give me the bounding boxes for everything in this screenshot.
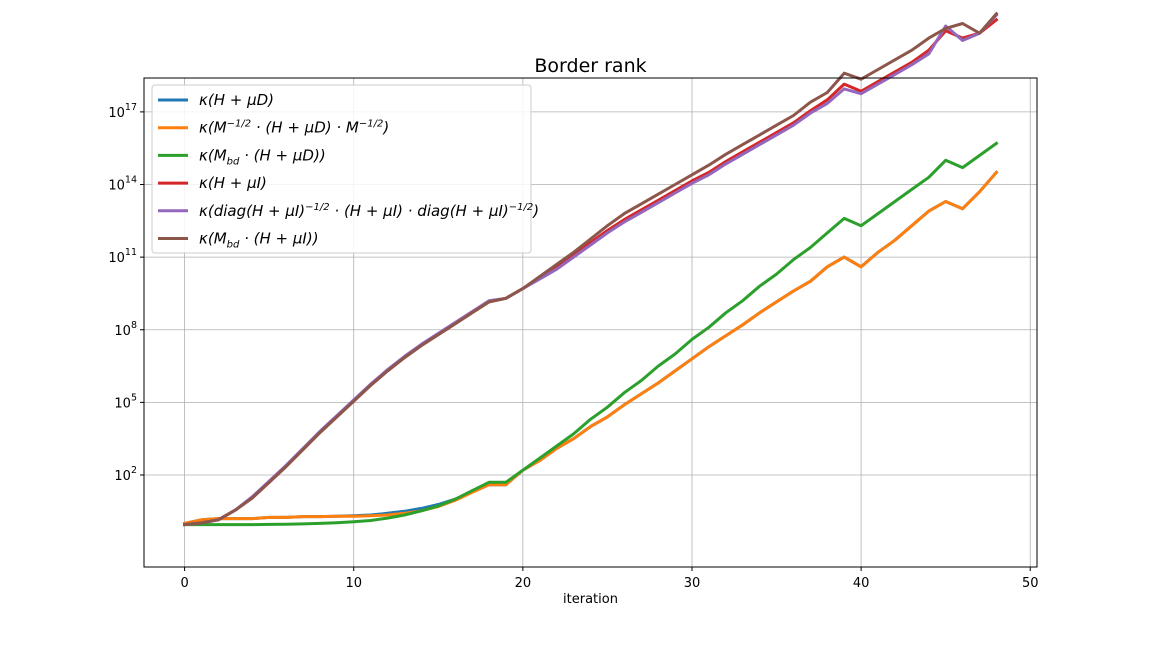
y-tick-label: 1014 — [108, 175, 137, 194]
legend-label: κ(H + μD) — [199, 91, 274, 109]
series-line-6 — [182, 11, 999, 527]
x-tick-label: 30 — [684, 576, 701, 591]
legend: κ(H + μD) κ(M−1/2 · (H + μD) · M−1/2) κ(Mb… — [151, 84, 539, 254]
x-axis-label: iteration — [563, 592, 618, 607]
x-tick-label: 0 — [180, 576, 188, 591]
legend-label: κ(H + μI) — [199, 174, 267, 192]
legend-label: κ(diag(H + μI)−1/2 · (H + μI) · diag(H +… — [199, 202, 539, 220]
x-tick-label: 40 — [853, 576, 870, 591]
legend-label: κ(M−1/2 · (H + μD) · M−1/2) — [199, 119, 389, 137]
series-line-3 — [183, 141, 999, 527]
x-tick-label: 50 — [1022, 576, 1039, 591]
x-tick-label: 20 — [515, 576, 532, 591]
plot-frame — [143, 77, 1038, 568]
y-axis: 102 105 108 1011 1014 1017 — [108, 102, 144, 484]
legend-label: κ(Mbd · (H + μI)) — [199, 230, 319, 251]
y-tick-label: 1011 — [108, 247, 137, 266]
series-lines — [182, 11, 999, 527]
y-tick-label: 108 — [114, 320, 137, 339]
y-tick-label: 1017 — [108, 102, 137, 121]
series-line-2 — [182, 170, 999, 526]
chart-title: Border rank — [534, 55, 646, 77]
y-tick-label: 102 — [114, 465, 137, 484]
y-tick-label: 105 — [114, 392, 137, 411]
legend-label: κ(Mbd · (H + μD)) — [199, 146, 326, 167]
x-axis: 0 10 20 30 40 50 — [180, 567, 1039, 591]
x-tick-label: 10 — [345, 576, 362, 591]
legend-box — [151, 84, 532, 254]
